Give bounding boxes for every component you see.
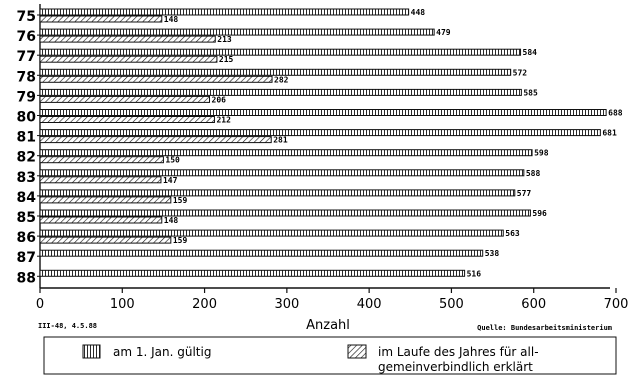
data-label-series-1: 588 — [526, 169, 541, 178]
data-label-series-2: 148 — [164, 15, 179, 24]
y-category-label: 79 — [17, 89, 36, 105]
data-label-series-1: 584 — [523, 48, 538, 57]
bar-series-1 — [40, 210, 530, 216]
bar-series-2 — [40, 197, 171, 203]
bar-series-2 — [40, 237, 171, 243]
bar-series-2 — [40, 177, 161, 183]
x-tick-label: 100 — [110, 297, 135, 312]
data-label-series-1: 538 — [485, 249, 500, 258]
data-label-series-1: 596 — [532, 209, 547, 218]
data-label-series-2: 213 — [217, 35, 232, 44]
footer-source-note: Quelle: Bundesarbeitsministerium — [477, 324, 612, 332]
bar-series-2 — [40, 16, 162, 22]
x-tick-label: 300 — [274, 297, 299, 312]
y-category-label: 82 — [17, 150, 36, 166]
bar-series-2 — [40, 137, 271, 143]
footer-left-note: III-48, 4.5.88 — [38, 322, 97, 330]
y-category-label: 87 — [17, 250, 36, 266]
x-tick-label: 700 — [604, 297, 629, 312]
data-label-series-2: 147 — [163, 176, 178, 185]
data-label-series-2: 159 — [173, 196, 188, 205]
x-axis-title: Anzahl — [306, 318, 350, 333]
data-label-series-2: 281 — [273, 136, 288, 145]
bar-series-1 — [40, 190, 515, 196]
bar-series-2 — [40, 56, 217, 62]
bar-series-2 — [40, 117, 214, 123]
y-category-label: 76 — [17, 29, 36, 45]
bar-series-1 — [40, 110, 606, 116]
data-label-series-1: 572 — [513, 68, 528, 77]
x-tick-label: 0 — [36, 297, 44, 312]
legend-label-series-2-line-2: gemeinverbindlich erklärt — [378, 360, 533, 374]
data-label-series-1: 448 — [411, 8, 426, 17]
bar-series-1 — [40, 29, 434, 35]
legend: am 1. Jan. gültig im Laufe des Jahres fü… — [44, 337, 616, 374]
bar-series-1 — [40, 49, 521, 55]
data-label-series-1: 681 — [602, 129, 617, 138]
x-tick-label: 400 — [357, 297, 382, 312]
bar-series-1 — [40, 130, 600, 136]
data-label-series-2: 148 — [164, 216, 179, 225]
data-label-series-1: 688 — [608, 109, 623, 118]
data-label-series-2: 159 — [173, 236, 188, 245]
data-label-series-2: 282 — [274, 75, 289, 84]
data-label-series-2: 150 — [165, 156, 180, 165]
data-label-series-1: 577 — [517, 189, 532, 198]
x-tick-label: 600 — [521, 297, 546, 312]
data-label-series-1: 479 — [436, 28, 451, 37]
y-category-label: 77 — [17, 49, 36, 65]
data-label-series-1: 598 — [534, 149, 549, 158]
bar-series-1 — [40, 270, 465, 276]
bar-series-2 — [40, 36, 215, 42]
data-label-series-2: 215 — [219, 55, 234, 64]
legend-swatch-series-2 — [348, 345, 366, 358]
bar-series-2 — [40, 96, 210, 102]
data-label-series-1: 563 — [505, 229, 520, 238]
x-tick-label: 500 — [439, 297, 464, 312]
bar-series-1 — [40, 250, 483, 256]
bar-series-1 — [40, 170, 524, 176]
y-category-label: 81 — [17, 130, 36, 146]
y-category-label: 75 — [17, 9, 36, 25]
y-category-label: 84 — [17, 190, 37, 206]
bar-series-2 — [40, 76, 272, 82]
data-label-series-2: 206 — [212, 95, 227, 104]
y-category-label: 88 — [17, 270, 36, 286]
y-category-label: 80 — [17, 110, 37, 126]
bar-series-1 — [40, 230, 503, 236]
y-category-label: 83 — [17, 170, 36, 186]
x-tick-label: 200 — [192, 297, 217, 312]
legend-swatch-series-1 — [83, 345, 100, 358]
legend-label-series-1: am 1. Jan. gültig — [113, 345, 211, 359]
bar-series-1 — [40, 89, 521, 95]
data-label-series-1: 585 — [523, 88, 538, 97]
legend-label-series-2-line-1: im Laufe des Jahres für all- — [378, 345, 539, 359]
bar-series-2 — [40, 217, 162, 223]
bar-series-1 — [40, 9, 409, 15]
data-label-series-1: 516 — [467, 269, 482, 278]
bar-series-1 — [40, 150, 532, 156]
y-category-label: 86 — [17, 230, 36, 246]
y-category-label: 78 — [17, 69, 36, 85]
data-label-series-2: 212 — [216, 116, 231, 125]
bar-series-2 — [40, 157, 163, 163]
y-category-label: 85 — [17, 210, 36, 226]
plot-area: 0 100 200 300 400 500 600 700 75 448 148 76 479 213 77… — [17, 4, 629, 312]
